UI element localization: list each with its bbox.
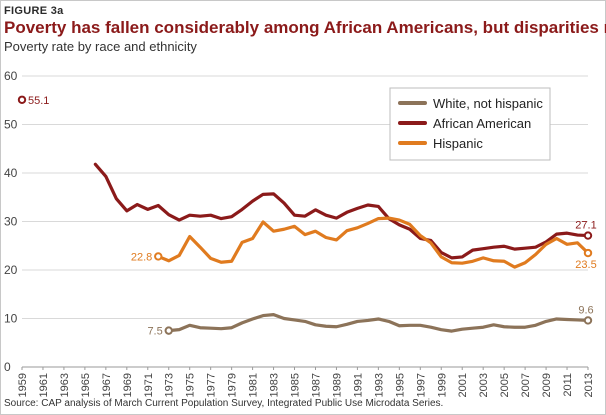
endpoint-marker (154, 252, 163, 261)
data-label: 55.1 (28, 95, 49, 107)
y-tick-label: 50 (4, 118, 18, 132)
legend-label-hispanic: Hispanic (433, 136, 483, 151)
x-tick-label: 1979 (227, 373, 239, 397)
x-tick-label: 1977 (206, 373, 218, 397)
data-label: 27.1 (575, 220, 596, 232)
data-label: 7.5 (147, 326, 162, 338)
endpoint-marker (583, 248, 593, 258)
x-tick-label: 2011 (562, 373, 574, 397)
x-tick-label: 1961 (38, 373, 50, 397)
series-lines (93, 162, 590, 333)
x-tick-label: 2013 (583, 373, 595, 397)
x-tick-label: 2005 (499, 373, 511, 397)
legend: White, not hispanic African American His… (389, 87, 551, 161)
y-tick-label: 10 (4, 312, 18, 326)
x-tick-label: 2009 (541, 373, 553, 397)
legend-label-white: White, not hispanic (433, 96, 543, 111)
x-tick-label: 1999 (436, 373, 448, 397)
x-tick-label: 1973 (164, 373, 176, 397)
y-tick-label: 30 (4, 215, 18, 229)
x-tick-label: 2007 (520, 373, 532, 397)
legend-label-african-american: African American (433, 116, 531, 131)
x-tick-label: 1995 (394, 373, 406, 397)
x-tick-label: 1971 (143, 373, 155, 397)
x-tick-label: 1983 (269, 373, 281, 397)
x-tick-label: 1997 (415, 373, 427, 397)
y-axis-ticks: 0 10 20 30 40 50 60 (4, 69, 18, 374)
y-tick-label: 0 (4, 360, 11, 374)
y-tick-label: 60 (4, 69, 18, 83)
endpoint-marker (17, 95, 27, 104)
data-label: 23.5 (575, 259, 596, 271)
x-tick-label: 1993 (373, 373, 385, 397)
series-line-hispanic (156, 216, 590, 269)
endpoint-marker (164, 326, 173, 335)
x-tick-label: 2001 (457, 373, 469, 397)
series-line-white-not-hispanic (167, 313, 590, 333)
x-tick-label: 1959 (17, 373, 29, 397)
data-labels: 55.1 22.8 7.5 27.1 23.5 9.6 (17, 95, 597, 338)
x-tick-label: 1969 (122, 373, 134, 397)
x-tick-label: 1985 (290, 373, 302, 397)
figure-label: FIGURE 3a (4, 5, 64, 17)
x-tick-label: 1991 (352, 373, 364, 397)
x-tick-label: 1965 (80, 373, 92, 397)
chart-title: Poverty has fallen considerably among Af… (4, 18, 606, 37)
source-note: Source: CAP analysis of March Current Po… (4, 398, 443, 409)
x-tick-label: 1987 (310, 373, 322, 397)
endpoint-marker (583, 231, 593, 240)
x-tick-label: 1967 (101, 373, 113, 397)
x-tick-label: 1981 (248, 373, 260, 397)
y-tick-label: 40 (4, 166, 18, 180)
chart-subtitle: Poverty rate by race and ethnicity (4, 39, 197, 54)
series-line-african-american (93, 162, 590, 260)
data-label: 9.6 (578, 304, 593, 316)
x-tick-label: 1975 (185, 373, 197, 397)
x-tick-label: 1963 (59, 373, 71, 397)
data-label: 22.8 (131, 251, 152, 263)
x-tick-label: 2003 (478, 373, 490, 397)
endpoint-marker (583, 316, 593, 325)
x-tick-label: 1989 (331, 373, 343, 397)
y-tick-label: 20 (4, 263, 18, 277)
x-axis-ticks: 1959 1961 1963 1965 1967 1969 1971 1973 1975 1977… (17, 367, 595, 397)
